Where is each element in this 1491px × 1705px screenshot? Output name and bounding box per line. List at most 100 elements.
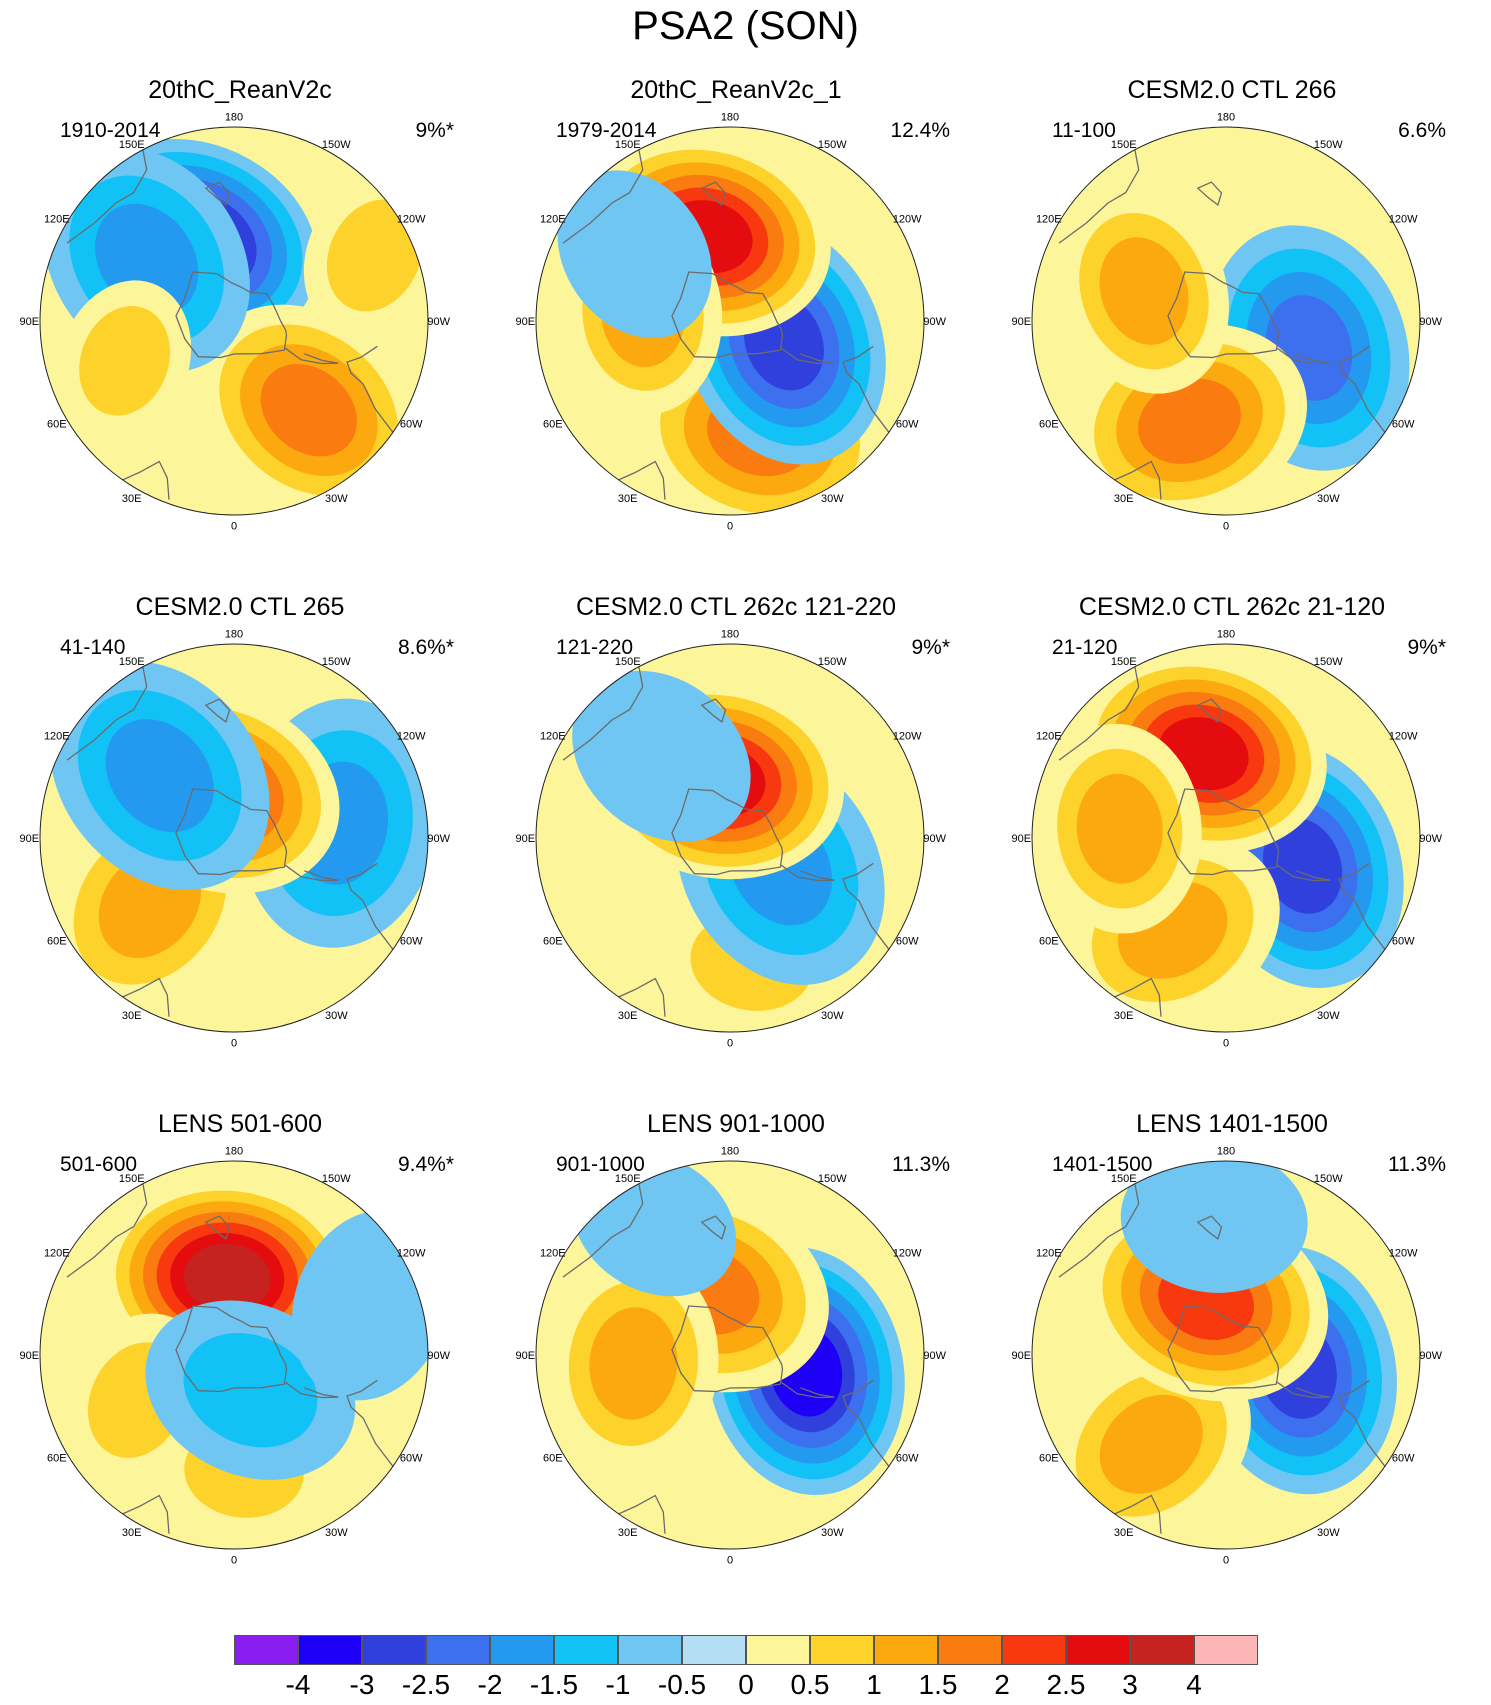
peninsula-coast <box>781 1381 835 1399</box>
new-zealand-coast <box>1196 1215 1223 1240</box>
map-boundary <box>39 643 429 1033</box>
longitude-label: 90E <box>20 1350 39 1362</box>
longitude-label: 30W <box>821 493 844 505</box>
longitude-label: 150E <box>1111 1173 1137 1185</box>
panel-title: CESM2.0 CTL 265 <box>135 593 345 621</box>
longitude-label: 150E <box>119 656 145 668</box>
antarctica-coast <box>1167 271 1280 359</box>
period-label: 501-600 <box>60 1153 138 1176</box>
map-panel: LENS 501-600 501-600 9.4%* 0 30E 60E 90E 120… <box>20 1109 460 1579</box>
longitude-label: 90W <box>1419 1350 1442 1362</box>
longitude-label: 120W <box>893 1248 922 1260</box>
anomaly-field <box>40 127 428 515</box>
longitude-label: 30E <box>1114 1010 1134 1022</box>
coastlines <box>66 1183 394 1534</box>
australia-coast <box>562 1183 644 1278</box>
colorbar-swatch <box>298 1635 362 1665</box>
south-america-coast <box>842 862 890 950</box>
longitude-label: 90W <box>427 833 450 845</box>
colorbar-tick-label: 1.5 <box>918 1669 958 1700</box>
peninsula-coast <box>285 864 339 882</box>
colorbar-swatch <box>1194 1635 1258 1665</box>
period-label: 1401-1500 <box>1052 1153 1153 1176</box>
colorbar-tick-label: -4 <box>285 1669 311 1700</box>
longitude-label: 180 <box>721 1145 739 1157</box>
antarctica-coast <box>1167 1305 1280 1393</box>
australia-coast <box>1058 149 1140 244</box>
panel-title: LENS 1401-1500 <box>1136 1110 1328 1138</box>
new-zealand-coast <box>204 181 231 206</box>
longitude-label: 90E <box>1012 1350 1031 1362</box>
longitude-label: 150E <box>119 139 145 151</box>
longitude-label: 0 <box>231 521 237 533</box>
map-boundary <box>39 126 429 516</box>
africa-coast <box>1114 977 1162 1017</box>
contour-level <box>589 1307 678 1420</box>
colorbar-swatch <box>682 1635 746 1665</box>
south-america-coast <box>842 1379 890 1467</box>
polar-map: 0 30E 60E 90E 120E 150E 180 150W 120W 90W 60W 30W <box>20 628 451 1049</box>
longitude-label: 30E <box>618 493 638 505</box>
longitude-label: 120E <box>1036 214 1062 226</box>
longitude-label: 180 <box>1217 111 1235 123</box>
africa-coast <box>122 977 170 1017</box>
contour-level <box>79 305 171 416</box>
variance-label: 11.3% <box>1388 1153 1446 1176</box>
longitude-label: 60E <box>543 418 563 430</box>
contour-level <box>105 719 214 833</box>
antarctica-coast <box>671 1305 784 1393</box>
longitude-label: 90W <box>923 833 946 845</box>
longitude-label: 120E <box>44 731 70 743</box>
africa-coast <box>122 1494 170 1534</box>
colorbar-tick-label: 3 <box>1122 1669 1138 1700</box>
contour-level <box>1076 773 1163 884</box>
map-panel: LENS 1401-1500 1401-1500 11.3% 0 30E 60E 90… <box>1012 1109 1452 1579</box>
map-panel: 20thC_ReanV2c_1 1979-2014 12.4% 0 30E 60E 9… <box>516 75 956 545</box>
new-zealand-coast <box>1196 181 1223 206</box>
longitude-label: 0 <box>727 1038 733 1050</box>
colorbar-tick-label: 4 <box>1186 1669 1202 1700</box>
map-boundary <box>1031 126 1421 516</box>
longitude-label: 60W <box>1392 935 1415 947</box>
longitude-label: 30E <box>618 1010 638 1022</box>
anomaly-field <box>40 1161 428 1549</box>
antarctica-coast <box>671 271 784 359</box>
colorbar-swatch <box>1130 1635 1194 1665</box>
anomaly-field <box>1032 127 1420 515</box>
colorbar-tick-label: 2.5 <box>1046 1669 1086 1700</box>
variance-label: 9%* <box>415 119 454 142</box>
panel-title: CESM2.0 CTL 262c 21-120 <box>1078 593 1386 621</box>
longitude-label: 150E <box>615 1173 641 1185</box>
anomaly-field <box>1032 1161 1420 1549</box>
anomaly-field <box>1032 644 1420 1032</box>
peninsula-coast <box>781 864 835 882</box>
map-panel: 20thC_ReanV2c 1910-2014 9%* 0 30E 60E 90E 12… <box>20 75 460 545</box>
polar-map: 0 30E 60E 90E 120E 150E 180 150W 120W 90W 60W 30W <box>1012 1145 1443 1566</box>
colorbar-tick-label: -2.5 <box>401 1669 451 1700</box>
longitude-label: 120W <box>397 214 426 226</box>
africa-coast <box>1114 1494 1162 1534</box>
map-boundary <box>1031 643 1421 1033</box>
period-label: 901-1000 <box>556 1153 645 1176</box>
longitude-label: 120E <box>1036 1248 1062 1260</box>
variance-label: 11.3% <box>892 1153 950 1176</box>
period-label: 1979-2014 <box>556 119 657 142</box>
panel-title: LENS 901-1000 <box>647 1110 825 1138</box>
longitude-label: 0 <box>1223 521 1229 533</box>
longitude-label: 150W <box>322 139 351 151</box>
longitude-label: 30W <box>325 1527 348 1539</box>
variance-label: 9.4%* <box>397 1153 454 1176</box>
peninsula-coast <box>781 347 835 365</box>
australia-coast <box>66 666 148 761</box>
longitude-label: 90W <box>427 316 450 328</box>
colorbar-swatch <box>746 1635 810 1665</box>
longitude-label: 30E <box>1114 1527 1134 1539</box>
colorbar-swatch <box>810 1635 874 1665</box>
longitude-label: 180 <box>225 1145 243 1157</box>
antarctica-coast <box>1167 788 1280 876</box>
south-america-coast <box>346 345 394 433</box>
longitude-label: 30W <box>1317 493 1340 505</box>
australia-coast <box>562 149 644 244</box>
longitude-label: 90E <box>516 316 535 328</box>
colorbar-tick-label: -2 <box>477 1669 503 1700</box>
